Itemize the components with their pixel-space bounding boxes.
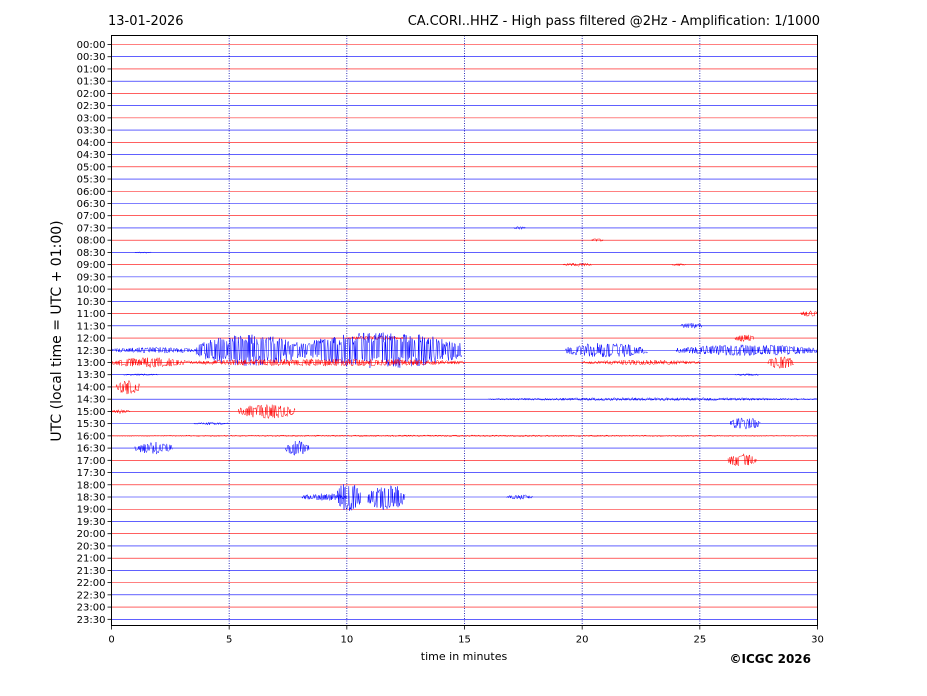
x-tick-label: 5	[226, 635, 232, 646]
y-axis-label: UTC (local time = UTC + 01:00)	[49, 220, 65, 441]
row-label: 05:30	[77, 175, 106, 186]
row-label: 19:00	[77, 505, 106, 516]
seismic-burst	[767, 356, 795, 369]
seismic-burst	[506, 494, 533, 500]
seismic-burst	[111, 346, 197, 354]
row-label: 00:30	[77, 52, 106, 63]
seismic-burst	[304, 332, 462, 369]
date-label: 13-01-2026	[108, 14, 184, 29]
seismic-burst	[111, 409, 131, 414]
seismic-burst	[195, 334, 305, 366]
row-label: 23:00	[77, 603, 106, 614]
x-tick-label: 25	[693, 635, 706, 646]
row-label: 14:00	[77, 382, 106, 393]
row-label: 14:30	[77, 395, 106, 406]
row-label: 13:30	[77, 370, 106, 381]
row-label: 18:00	[77, 480, 106, 491]
row-label: 12:00	[77, 334, 106, 345]
seismic-burst	[111, 357, 187, 368]
row-label: 16:00	[77, 431, 106, 442]
x-tick-label: 30	[811, 635, 824, 646]
row-label: 08:30	[77, 248, 106, 259]
row-label: 04:30	[77, 150, 106, 161]
row-label: 06:30	[77, 199, 106, 210]
row-label: 17:00	[77, 456, 106, 467]
row-label: 11:30	[77, 321, 106, 332]
seismic-burst	[671, 262, 686, 267]
row-label: 06:00	[77, 187, 106, 198]
row-label: 19:30	[77, 517, 106, 528]
x-tick-label: 0	[108, 635, 114, 646]
seismic-burst	[238, 404, 296, 419]
row-label: 00:00	[77, 40, 106, 51]
row-label: 22:30	[77, 590, 106, 601]
seismic-burst	[367, 485, 406, 511]
seismic-burst	[734, 373, 759, 377]
row-label: 09:00	[77, 260, 106, 271]
row-label: 10:00	[77, 285, 106, 296]
seismic-burst	[487, 396, 818, 402]
row-label: 02:00	[77, 89, 106, 100]
seismic-burst	[727, 453, 757, 466]
row-label: 08:00	[77, 236, 106, 247]
row-label: 04:00	[77, 138, 106, 149]
seismic-burst	[111, 434, 818, 438]
seismic-burst	[581, 359, 701, 366]
seismic-burst	[193, 421, 229, 426]
row-label: 23:30	[77, 615, 106, 626]
x-axis-label: time in minutes	[421, 650, 508, 663]
x-tick-label: 20	[576, 635, 589, 646]
row-label: 11:00	[77, 309, 106, 320]
row-label: 09:30	[77, 272, 106, 283]
row-label: 20:30	[77, 541, 106, 552]
seismic-burst	[734, 334, 754, 343]
row-label: 13:00	[77, 358, 106, 369]
vertical-grid	[228, 35, 701, 626]
row-label: 17:30	[77, 468, 106, 479]
seismic-burst	[285, 440, 310, 456]
row-label: 18:30	[77, 493, 106, 504]
x-tick-label: 15	[458, 635, 471, 646]
row-label: 07:00	[77, 211, 106, 222]
seismic-burst	[676, 344, 818, 357]
copyright-label: ©ICGC 2026	[729, 652, 811, 666]
seismic-burst	[591, 238, 604, 243]
plot-frame	[111, 35, 818, 626]
row-label: 12:30	[77, 346, 106, 357]
row-label: 20:00	[77, 529, 106, 540]
row-label: 10:30	[77, 297, 106, 308]
x-tick-label: 10	[340, 635, 353, 646]
row-label: 21:00	[77, 554, 106, 565]
seismic-burst	[115, 380, 140, 395]
row-label: 05:00	[77, 162, 106, 173]
row-label: 03:30	[77, 126, 106, 137]
row-label: 01:30	[77, 77, 106, 88]
seismic-burst	[186, 358, 465, 367]
chart-title: CA.CORI..HHZ - High pass filtered @2Hz -…	[408, 14, 820, 29]
seismic-burst	[123, 373, 159, 377]
seismic-burst	[800, 310, 818, 318]
seismic-burst	[337, 484, 362, 511]
row-label: 07:30	[77, 223, 106, 234]
seismic-burst	[134, 251, 152, 254]
row-label: 02:30	[77, 101, 106, 112]
seismic-burst	[680, 322, 703, 330]
row-label: 03:00	[77, 113, 106, 124]
row-label: 15:30	[77, 419, 106, 430]
row-label: 21:30	[77, 566, 106, 577]
seismic-burst	[134, 442, 173, 455]
row-label: 16:30	[77, 444, 106, 455]
seismic-burst	[513, 226, 526, 231]
seismic-burst	[563, 262, 592, 267]
row-label: 01:00	[77, 64, 106, 75]
seismic-burst	[730, 417, 761, 430]
seismic-burst	[565, 342, 648, 358]
row-label: 15:00	[77, 407, 106, 418]
x-axis-ticks: 0 5 10 15 20 25 30	[108, 625, 824, 646]
row-label: 22:00	[77, 578, 106, 589]
